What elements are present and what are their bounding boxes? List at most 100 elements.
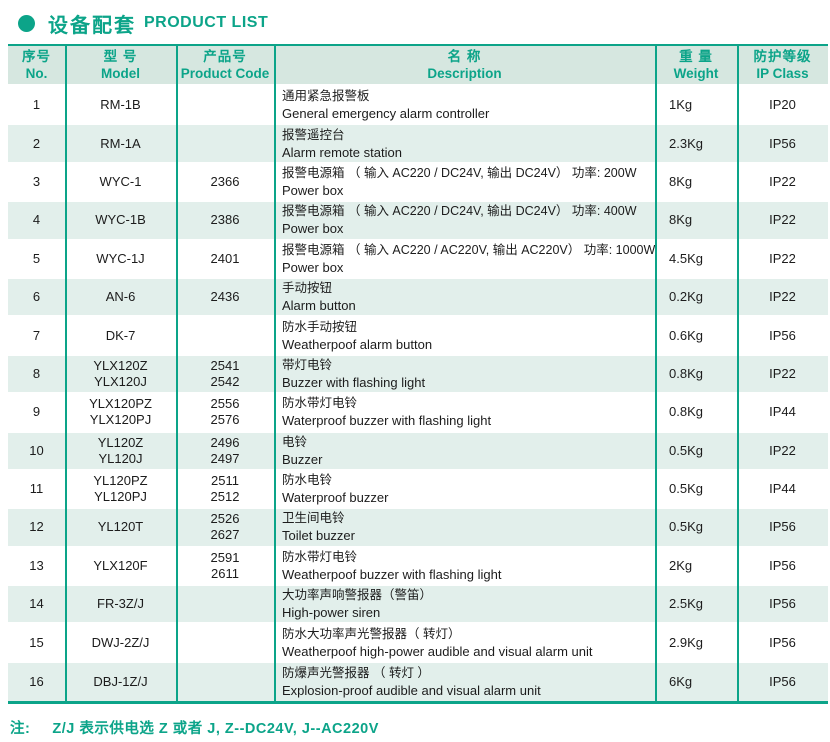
column-divider [274,46,276,702]
row-description: 卫生间电铃 Toilet buzzer [274,509,655,545]
row-description: 报警电源箱 （ 输入 AC220 / DC24V, 输出 DC24V） 功率: … [274,164,655,200]
row-ip-class: IP56 [769,327,796,343]
row-description: 通用紧急报警板 General emergency alarm controlle… [274,87,655,123]
footer-note-label: 注: [10,721,31,738]
row-model: FR-3Z/J [97,596,144,612]
row-description: 电铃 Buzzer [274,433,655,469]
row-no: 10 [29,442,44,458]
row-description-zh: 防水带灯电铃 [282,549,358,564]
row-weight: 6Kg [669,674,693,690]
table-row: 5 WYC-1J 2401 报警电源箱 （ 输入 AC220 / AC220V, 输出… [8,240,828,279]
row-description-zh: 通用紧急报警板 [282,89,370,104]
row-product-code: 2496 2497 [210,434,240,466]
row-description-en: Power box [282,259,344,275]
row-no: 11 [29,481,44,497]
row-product-code: 2386 [210,212,240,228]
row-no: 15 [29,634,44,650]
row-weight: 0.5Kg [669,442,703,458]
row-description-zh: 报警电源箱 （ 输入 AC220 / DC24V, 输出 DC24V） 功率: … [282,165,637,180]
row-ip-class: IP44 [769,481,796,497]
table-row: 4 WYC-1B 2386 报警电源箱 （ 输入 AC220 / DC24V, 输出 … [8,202,828,241]
row-no: 14 [29,596,44,612]
table-row: 16 DBJ-1Z/J 防爆声光警报器 （ 转灯 ） Explosion-proof … [8,662,828,702]
row-weight: 2Kg [669,557,693,573]
row-product-code: 2526 2627 [210,511,240,543]
row-model: DBJ-1Z/J [93,674,148,690]
table-row: 3 WYC-1 2366 报警电源箱 （ 输入 AC220 / DC24V, 输出 D… [8,163,828,203]
row-description-en: Weatherpoof buzzer with flashing light [282,566,502,582]
header-model-zh: 型 号 [103,49,138,64]
row-description-en: Waterproof buzzer with flashing light [282,413,492,429]
header-weight-en: Weight [673,66,719,81]
row-product-code [176,317,274,353]
table-row: 13 YLX120F 2591 2611 防水带灯电铃 Weatherpoof buzz… [8,547,828,587]
row-no: 8 [32,365,41,381]
row-model: YL120Z YL120J [97,434,144,466]
header-ip-class-en: IP Class [756,66,809,81]
row-ip-class: IP56 [769,634,796,650]
header-description: 名 称 Description [274,46,655,84]
row-weight: 8Kg [669,212,693,228]
footer-note: 注: Z/J 表示供电选 Z 或者 J, Z--DC24V, J--AC220V [10,717,830,738]
row-weight: 1Kg [669,97,693,113]
row-weight: 0.6Kg [669,327,703,343]
row-ip-class: IP22 [769,173,796,189]
row-weight: 0.2Kg [669,289,703,305]
row-description-en: Alarm remote station [282,144,402,160]
table-row: 8 YLX120Z YLX120J 2541 2542 带灯电铃 Buzzer with… [8,355,828,395]
table-row: 14 FR-3Z/J 大功率声响警报器（警笛） High-power siren 2.5… [8,586,828,625]
row-no: 3 [32,173,41,189]
row-description-en: Waterproof buzzer [282,490,389,506]
row-product-code: 2366 [210,173,240,189]
table-row: 6 AN-6 2436 手动按钮 Alarm button 0.2Kg IP22 [8,278,828,318]
row-model: YLX120F [93,557,148,573]
row-product-code: 2401 [210,250,240,266]
column-divider [655,46,657,702]
row-description: 大功率声响警报器（警笛） High-power siren [274,586,655,622]
row-description: 防水带灯电铃 Weatherpoof buzzer with flashing l… [274,548,655,584]
row-no: 16 [29,674,44,690]
row-description: 防水电铃 Waterproof buzzer [274,471,655,507]
bullet-circle-icon [18,14,35,32]
row-no: 5 [32,250,41,266]
row-description-zh: 手动按钮 [282,281,333,296]
row-description-zh: 带灯电铃 [282,357,333,372]
column-divider [176,46,178,702]
row-description-zh: 报警遥控台 [282,127,345,142]
row-description: 报警遥控台 Alarm remote station [274,125,655,161]
row-weight: 2.9Kg [669,634,703,650]
row-weight: 2.3Kg [669,135,703,151]
row-product-code: 2511 2512 [210,473,240,505]
row-description-en: Power box [282,221,344,237]
header-ip-class-zh: 防护等级 [753,49,812,64]
row-description: 防水带灯电铃 Waterproof buzzer with flashing li… [274,394,655,430]
column-divider [65,46,67,702]
row-model: YLX120Z YLX120J [93,357,148,389]
row-description-en: Buzzer with flashing light [282,374,426,390]
row-no: 4 [32,212,41,228]
table-row: 7 DK-7 防水手动按钮 Weatherpoof alarm button 0.6Kg… [8,317,828,356]
row-description: 防水手动按钮 Weatherpoof alarm button [274,317,655,353]
row-description: 防爆声光警报器 （ 转灯 ） Explosion-proof audible an… [274,663,655,701]
row-product-code [176,663,274,701]
table-row: 15 DWJ-2Z/J 防水大功率声光警报器（ 转灯） Weatherpoof hig… [8,624,828,663]
row-description-zh: 报警电源箱 （ 输入 AC220 / AC220V, 输出 AC220V） 功率… [282,242,655,257]
row-model: YL120T [97,519,144,535]
row-ip-class: IP56 [769,135,796,151]
row-product-code [176,87,274,123]
header-no: 序号 No. [8,46,65,84]
column-divider [737,46,739,702]
table-row: 9 YLX120PZ YLX120PJ 2556 2576 防水带灯电铃 Waterpr… [8,394,828,433]
row-ip-class: IP56 [769,519,796,535]
row-model: WYC-1 [99,173,142,189]
footer-note-text: Z/J 表示供电选 Z 或者 J, Z--DC24V, J--AC220V [52,721,379,738]
header-product-code: 产品号 Product Code [176,46,274,84]
row-description-zh: 报警电源箱 （ 输入 AC220 / DC24V, 输出 DC24V） 功率: … [282,204,637,219]
header-no-zh: 序号 [22,49,51,64]
row-product-code: 2436 [210,289,240,305]
row-weight: 0.8Kg [669,365,703,381]
row-model: RM-1B [100,97,141,113]
row-product-code: 2591 2611 [210,549,240,581]
row-description-zh: 防水大功率声光警报器（ 转灯） [282,626,461,641]
